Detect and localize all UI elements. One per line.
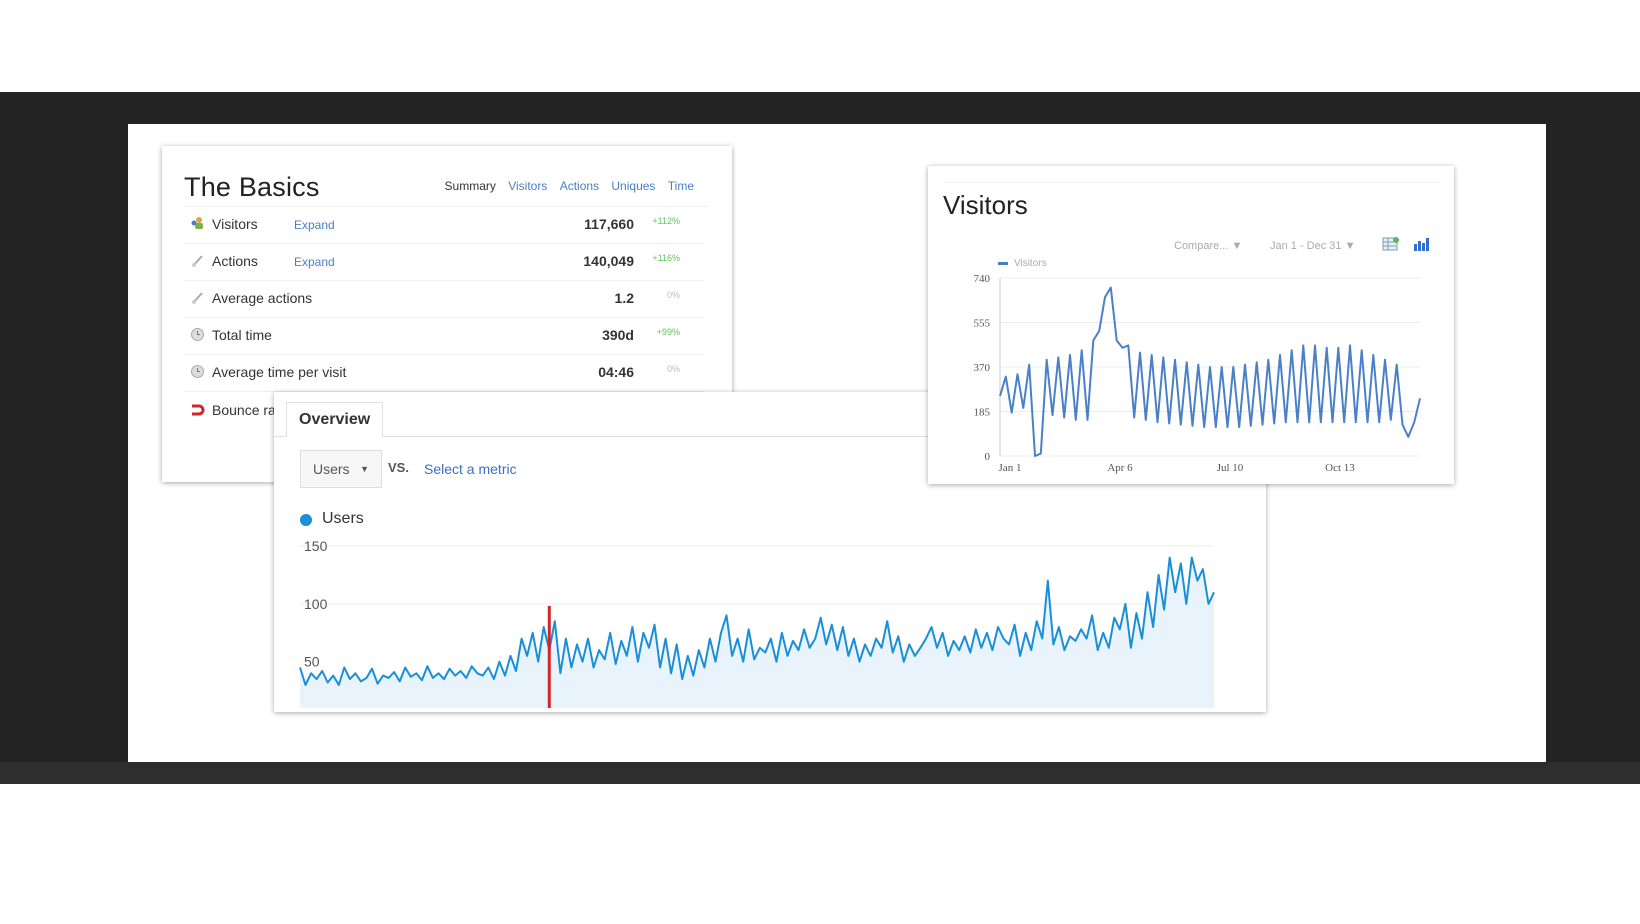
x-tick-label: Jan 1 — [999, 462, 1022, 474]
metric-row-visitors: Visitors Expand 117,660 +112% — [184, 206, 704, 244]
metric-change: +116% — [652, 253, 680, 263]
tab-summary[interactable]: Summary — [444, 179, 496, 193]
metric-row-total-time: Total time 390d +99% — [184, 317, 704, 355]
visitors-series-line — [999, 286, 1421, 457]
divider — [184, 206, 708, 207]
metric-change: +112% — [652, 216, 680, 226]
bar-chart-icon[interactable] — [1412, 236, 1432, 252]
visitors-chart: 0 185 370 555 740 Jan 1 Apr 6 Jul 10 Oct 13 — [974, 273, 1421, 474]
y-tick-label: 0 — [985, 451, 991, 463]
clock-icon — [190, 364, 205, 379]
y-tick-label: 50 — [304, 654, 320, 670]
vs-label: VS. — [388, 460, 409, 475]
y-tick-label: 555 — [974, 318, 991, 330]
pointer-icon — [190, 253, 205, 268]
tab-overview[interactable]: Overview — [286, 402, 384, 437]
users-series-line — [299, 556, 1215, 686]
metric-label: Bounce ra — [212, 402, 276, 418]
pointer-icon — [190, 290, 205, 305]
metric-label: Average actions — [212, 290, 313, 306]
metric-change: 0% — [666, 290, 680, 300]
x-tick-label: Jul 10 — [1217, 462, 1244, 474]
clock-icon — [190, 327, 205, 342]
caret-down-icon: ▼ — [360, 464, 369, 474]
legend-label: Visitors — [1014, 258, 1047, 269]
y-tick-label: 150 — [304, 538, 328, 554]
divider — [943, 182, 1440, 183]
basics-title: The Basics — [184, 172, 320, 202]
export-table-icon[interactable] — [1382, 236, 1400, 252]
tab-actions[interactable]: Actions — [559, 179, 600, 193]
metric-value: 117,660 — [584, 216, 634, 232]
x-tick-label: Apr 6 — [1107, 462, 1133, 474]
legend-swatch — [998, 261, 1008, 265]
tab-uniques[interactable]: Uniques — [611, 179, 656, 193]
metric-label: Actions — [212, 253, 258, 269]
metric-value: 390d — [602, 327, 634, 343]
visitors-legend: Visitors — [998, 258, 1047, 269]
users-chart: 50 100 150 — [299, 538, 1215, 708]
expand-link[interactable]: Expand — [294, 255, 335, 269]
metric-change: 0% — [666, 364, 680, 374]
metric-label: Total time — [212, 327, 272, 343]
visitors-icon — [190, 216, 205, 231]
metric-row-actions: Actions Expand 140,049 +116% — [184, 243, 704, 281]
compare-dropdown[interactable]: Compare... ▼ — [1174, 240, 1243, 252]
slide-canvas: The Basics Summary Visitors Actions Uniq… — [128, 124, 1546, 762]
x-tick-label: Oct 13 — [1325, 462, 1355, 474]
basics-tabs: Summary Visitors Actions Uniques Time — [436, 179, 694, 193]
metric-value: 04:46 — [598, 364, 634, 380]
metric-dropdown[interactable]: Users ▼ — [300, 450, 382, 488]
select-metric-link[interactable]: Select a metric — [424, 461, 517, 477]
y-tick-label: 370 — [974, 362, 991, 374]
metric-label: Average time per visit — [212, 364, 347, 380]
users-area-fill — [300, 557, 1214, 708]
metric-row-average-actions: Average actions 1.2 0% — [184, 280, 704, 318]
tab-visitors[interactable]: Visitors — [508, 179, 548, 193]
metric-value: 1.2 — [614, 290, 634, 306]
metric-row-average-time: Average time per visit 04:46 0% — [184, 354, 704, 392]
date-range-dropdown[interactable]: Jan 1 - Dec 31 ▼ — [1270, 240, 1356, 252]
visitors-title: Visitors — [943, 190, 1028, 220]
metric-value: 140,049 — [583, 253, 634, 269]
y-tick-label: 100 — [304, 596, 328, 612]
metric-label: Visitors — [212, 216, 258, 232]
users-legend-label: Users — [322, 510, 364, 527]
tab-time[interactable]: Time — [667, 179, 694, 193]
visitors-panel: Visitors Compare... ▼ Jan 1 - Dec 31 ▼ V… — [928, 166, 1454, 484]
expand-link[interactable]: Expand — [294, 218, 335, 232]
bounce-icon — [190, 402, 205, 417]
metric-change: +99% — [656, 327, 680, 337]
bottom-strip — [0, 762, 1640, 784]
metric-row-bounce-rate: Bounce ra — [184, 392, 704, 429]
y-tick-label: 740 — [974, 273, 991, 285]
metric-dropdown-value: Users — [313, 461, 350, 477]
users-legend-dot — [300, 514, 312, 526]
y-tick-label: 185 — [974, 407, 991, 419]
